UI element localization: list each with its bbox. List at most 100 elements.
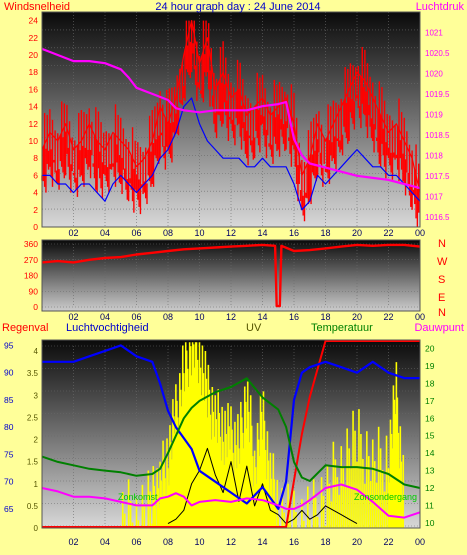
uv-label: UV <box>246 322 262 334</box>
humidity-y-tick-label: 85 <box>4 395 14 405</box>
wind-pressure-x-tick-label: 10 <box>194 228 204 238</box>
wind-pressure-x-tick-label: 16 <box>289 228 299 238</box>
pressure-y-tick-label: 1018 <box>425 151 443 160</box>
climate-x-tick-label: 00 <box>415 537 425 547</box>
wind-speed-y-tick-label: 16 <box>29 84 39 94</box>
wind-direction-series <box>41 243 421 308</box>
pressure-y-tick-label: 1019.5 <box>425 90 450 99</box>
wind-direction-x-tick-label: 14 <box>257 312 267 322</box>
wind-direction-x-tick-label: 06 <box>131 312 141 322</box>
climate-x-tick-label: 16 <box>289 537 299 547</box>
wind-pressure-x-tick-label: 12 <box>226 228 236 238</box>
wind-pressure-grid <box>42 11 421 228</box>
direction-y-tick-label: 360 <box>24 239 38 249</box>
climate-plot-frame <box>41 339 421 529</box>
uv-y-tick-label: 1 <box>34 480 39 489</box>
pressure-y-tick-label: 1020.5 <box>425 49 450 58</box>
chart-title: 24 hour graph day : 24 June 2014 <box>155 1 320 13</box>
temperature-y-tick-label: 20 <box>425 344 435 354</box>
wind-pressure-axis-ticks: 0246810121416182022241016.510171017.5101… <box>29 16 450 238</box>
uv-y-tick-label: 0.5 <box>27 502 39 511</box>
wind-speed-y-tick-label: 20 <box>29 50 39 60</box>
uv-y-tick-label: 3.5 <box>27 369 39 378</box>
wind-speed-y-tick-label: 6 <box>33 170 38 180</box>
uv-y-tick-label: 4 <box>34 347 39 356</box>
temperature-label: Temperatuur <box>311 322 373 334</box>
humidity-y-tick-label: 90 <box>4 368 14 378</box>
pressure-y-tick-label: 1020 <box>425 69 443 78</box>
rain-label: Regenval <box>2 322 48 334</box>
wind-speed-y-tick-label: 24 <box>29 16 39 26</box>
temperature-y-tick-label: 12 <box>425 483 435 493</box>
temperature-y-tick-label: 16 <box>425 413 435 423</box>
wind-speed-line <box>41 20 421 193</box>
temperature-y-tick-label: 19 <box>425 361 435 371</box>
climate-x-tick-label: 12 <box>226 537 236 547</box>
wind-speed-axis-label: Windsnelheid <box>4 1 70 13</box>
wind-pressure-series <box>41 20 421 227</box>
pressure-y-tick-label: 1017.5 <box>425 172 450 181</box>
climate-x-tick-label: 14 <box>257 537 267 547</box>
climate-x-tick-label: 20 <box>352 537 362 547</box>
uv-y-tick-label: 0 <box>34 524 39 533</box>
wind-speed-y-tick-label: 22 <box>29 33 39 43</box>
wind-speed-y-tick-label: 2 <box>33 205 38 215</box>
wind-direction-x-tick-label: 12 <box>226 312 236 322</box>
wind-speed-y-tick-label: 0 <box>33 222 38 232</box>
wind-direction-x-tick-label: 22 <box>383 312 393 322</box>
wind-pressure-x-tick-label: 06 <box>131 228 141 238</box>
climate-x-tick-label: 22 <box>383 537 393 547</box>
compass-label-e: E <box>438 292 445 304</box>
direction-y-tick-label: 180 <box>24 271 38 281</box>
climate-x-tick-label: 10 <box>194 537 204 547</box>
wind-direction-x-tick-label: 02 <box>68 312 78 322</box>
pressure-line <box>41 47 421 190</box>
pressure-y-tick-label: 1018.5 <box>425 131 450 140</box>
wind-pressure-x-tick-label: 14 <box>257 228 267 238</box>
dewpoint-label: Dauwpunt <box>414 322 464 334</box>
temperature-y-tick-label: 10 <box>425 518 435 528</box>
temperature-y-tick-label: 13 <box>425 466 435 476</box>
direction-y-tick-label: 90 <box>29 286 39 296</box>
compass-label-w: W <box>437 256 448 268</box>
temperature-y-tick-label: 18 <box>425 379 435 389</box>
humidity-y-tick-label: 75 <box>4 449 14 459</box>
wind-speed-y-tick-label: 14 <box>29 102 39 112</box>
temperature-y-tick-label: 11 <box>425 500 434 510</box>
uv-y-tick-label: 1.5 <box>27 458 39 467</box>
rain-line <box>42 340 420 528</box>
wind-direction-x-tick-label: 10 <box>194 312 204 322</box>
climate-series <box>41 340 421 528</box>
temperature-line <box>41 377 421 489</box>
climate-x-tick-label: 02 <box>68 537 78 547</box>
wind-direction-plot-frame <box>41 239 421 312</box>
wind-pressure-x-tick-label: 20 <box>352 228 362 238</box>
pressure-axis-label: Luchtdruk <box>416 1 465 13</box>
temperature-y-tick-label: 15 <box>425 431 435 441</box>
wind-speed-y-tick-label: 8 <box>33 153 38 163</box>
wind-direction-x-tick-label: 04 <box>100 312 110 322</box>
wind-direction-x-tick-label: 20 <box>352 312 362 322</box>
wind-direction-line <box>41 243 421 308</box>
compass-label-s: S <box>438 274 445 286</box>
wind-pressure-plot-frame <box>41 11 421 228</box>
wind-speed-y-tick-label: 18 <box>29 67 39 77</box>
humidity-line <box>42 344 420 510</box>
humidity-y-tick-label: 80 <box>4 422 14 432</box>
wind-speed-y-tick-label: 4 <box>33 188 38 198</box>
wind-direction-x-tick-label: 16 <box>289 312 299 322</box>
climate-x-tick-label: 04 <box>100 537 110 547</box>
compass-label-n-bottom: N <box>438 307 446 319</box>
compass-label-n-top: N <box>438 238 446 250</box>
climate-x-tick-label: 18 <box>320 537 330 547</box>
climate-axis-ticks: 65 70 75 80 85 90 95 0 0.5 1 1.5 2 2.5 3 3.5 4 10 11 12 13 1… <box>4 340 435 547</box>
wind-pressure-x-tick-label: 00 <box>415 228 425 238</box>
wind-pressure-x-tick-label: 08 <box>163 228 173 238</box>
wind-pressure-x-tick-label: 18 <box>320 228 330 238</box>
sunset-label: Zonsondergang <box>354 492 417 502</box>
humidity-y-tick-label: 70 <box>4 477 14 487</box>
wind-pressure-x-tick-label: 22 <box>383 228 393 238</box>
wind-direction-x-tick-label: 00 <box>415 312 425 322</box>
sunrise-label: Zonkomst <box>118 492 158 502</box>
